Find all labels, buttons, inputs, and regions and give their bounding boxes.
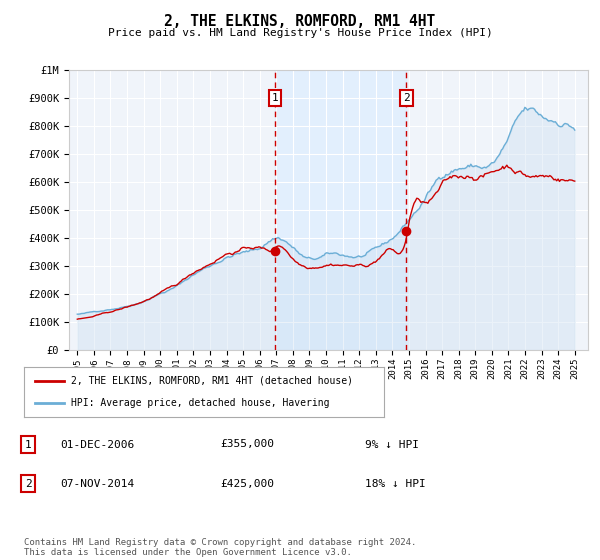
Text: 9% ↓ HPI: 9% ↓ HPI [365,440,419,450]
Text: Price paid vs. HM Land Registry's House Price Index (HPI): Price paid vs. HM Land Registry's House … [107,28,493,38]
Text: 1: 1 [25,440,31,450]
Text: £425,000: £425,000 [220,479,274,488]
Text: 01-DEC-2006: 01-DEC-2006 [60,440,134,450]
Bar [275,70,406,350]
Text: £355,000: £355,000 [220,440,274,450]
Text: 2: 2 [403,93,410,103]
Text: 18% ↓ HPI: 18% ↓ HPI [365,479,426,488]
Text: 1: 1 [272,93,278,103]
Text: 2, THE ELKINS, ROMFORD, RM1 4HT: 2, THE ELKINS, ROMFORD, RM1 4HT [164,14,436,29]
Text: 2, THE ELKINS, ROMFORD, RM1 4HT (detached house): 2, THE ELKINS, ROMFORD, RM1 4HT (detache… [71,376,353,386]
Text: 2: 2 [25,479,31,488]
Text: Contains HM Land Registry data © Crown copyright and database right 2024.
This d: Contains HM Land Registry data © Crown c… [24,538,416,557]
Text: 07-NOV-2014: 07-NOV-2014 [60,479,134,488]
Text: HPI: Average price, detached house, Havering: HPI: Average price, detached house, Have… [71,398,329,408]
